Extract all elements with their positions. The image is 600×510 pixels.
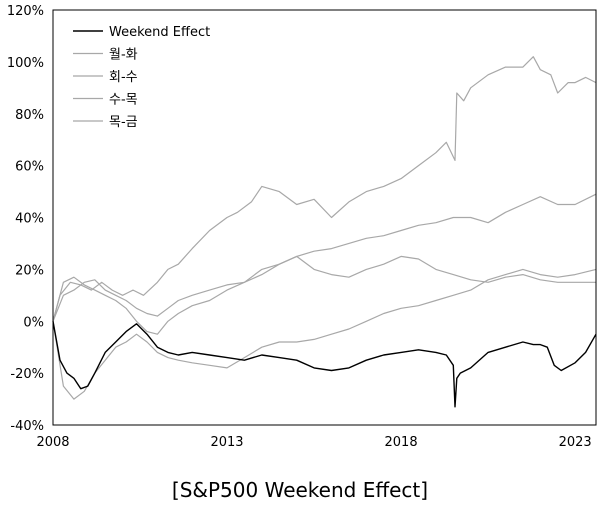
legend-label: 목-금 (109, 115, 138, 130)
y-tick-label: 0% (23, 315, 44, 330)
y-tick-labels: -40% -20% 0% 20% 40% 60% 80% 100% 120% (7, 4, 44, 434)
series-line-1 (52, 321, 597, 408)
y-tick-label: -20% (10, 367, 44, 382)
x-tick-label: 2018 (385, 435, 418, 450)
x-tick-label: 2023 (559, 435, 592, 450)
legend-label: 수-목 (109, 93, 138, 108)
y-tick-label: -40% (10, 419, 44, 434)
y-tick-label: 20% (15, 263, 44, 278)
x-tick-label: 2008 (36, 435, 69, 450)
series-layer (52, 56, 597, 408)
legend-label: Weekend Effect (109, 25, 210, 40)
y-tick-label: 100% (7, 56, 44, 71)
series-line-5 (52, 255, 596, 322)
series-line-4 (52, 193, 597, 335)
x-tick-labels: 2008 2013 2018 2023 (36, 435, 591, 450)
series-line-3 (52, 268, 597, 400)
legend: Weekend Effect 월-화회-수수-목목-금 (73, 25, 210, 130)
plot-frame (52, 9, 597, 426)
y-tick-label: 40% (15, 212, 44, 227)
legend-label: 월-화 (109, 48, 138, 63)
x-tick-label: 2013 (210, 435, 243, 450)
y-tick-label: 80% (15, 108, 44, 123)
legend-label: 회-수 (109, 70, 138, 85)
y-tick-label: 60% (15, 160, 44, 175)
series-line-2 (52, 56, 597, 322)
y-tick-label: 120% (7, 4, 44, 19)
chart-caption: [S&P500 Weekend Effect] (171, 478, 429, 502)
